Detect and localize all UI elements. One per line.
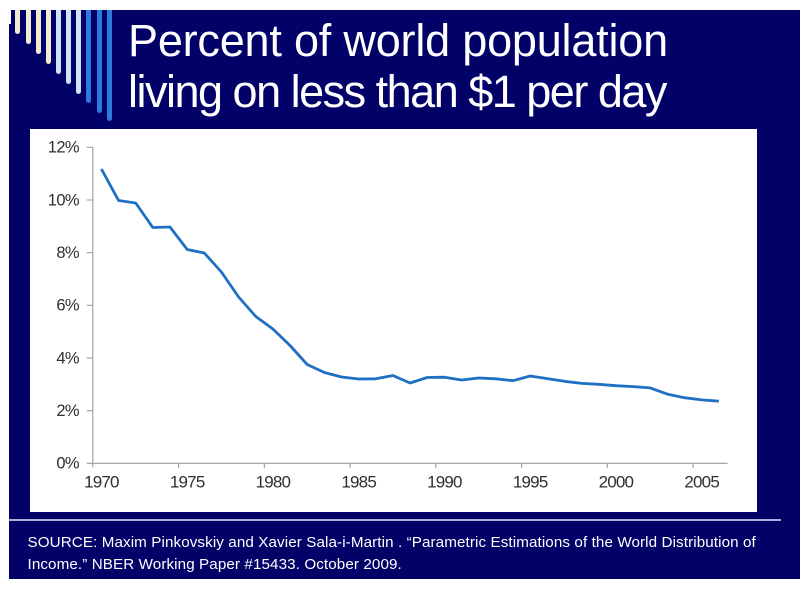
svg-text:1975: 1975 (170, 473, 205, 492)
svg-text:2%: 2% (56, 402, 80, 420)
svg-text:2000: 2000 (599, 473, 634, 492)
svg-text:1990: 1990 (427, 473, 462, 492)
svg-text:1985: 1985 (341, 473, 376, 492)
svg-text:12%: 12% (48, 139, 80, 157)
svg-text:10%: 10% (48, 191, 80, 209)
svg-text:4%: 4% (56, 349, 80, 367)
svg-text:1970: 1970 (84, 473, 119, 492)
svg-text:0%: 0% (56, 455, 80, 473)
svg-text:1995: 1995 (513, 473, 548, 492)
svg-text:2005: 2005 (684, 473, 719, 492)
svg-text:8%: 8% (56, 244, 80, 262)
svg-text:6%: 6% (56, 297, 80, 315)
svg-text:1980: 1980 (256, 473, 291, 492)
